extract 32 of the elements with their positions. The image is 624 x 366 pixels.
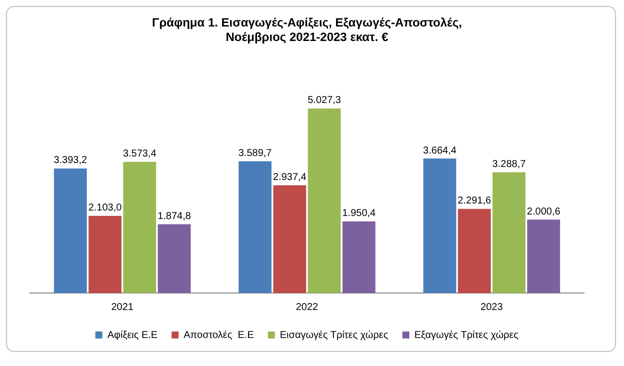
x-tick-label: 2022	[296, 302, 319, 313]
bar	[308, 108, 341, 293]
bar	[88, 216, 122, 293]
bar	[54, 168, 87, 293]
bar	[458, 208, 491, 293]
legend-label: Αφίξεις Ε.Ε	[107, 330, 158, 341]
legend-label: Εξαγωγές Τρίτες χώρες	[414, 330, 519, 341]
bar	[238, 161, 272, 293]
data-label: 2.937,4	[273, 172, 307, 183]
x-tick-label: 2023	[480, 302, 504, 313]
bar	[492, 172, 526, 293]
bar	[123, 162, 156, 293]
data-label: 3.288,7	[492, 159, 526, 170]
data-label: 2.291,6	[458, 196, 492, 207]
bar	[158, 224, 191, 293]
data-label: 3.664,4	[423, 145, 457, 156]
data-label: 3.589,7	[238, 148, 272, 160]
x-tick-label: 2021	[111, 302, 134, 313]
data-label: 3.573,4	[122, 148, 157, 160]
data-label: 5.027,3	[308, 95, 342, 106]
legend-label: Εισαγωγές Τρίτες χώρες	[280, 330, 388, 341]
bar	[527, 220, 560, 293]
bar	[423, 158, 456, 293]
chart-title: Γράφημα 1. Εισαγωγές-Αφίξεις, Εξαγωγές-Αποστολές, Νοέμβριος 2021-2023 εκατ. €	[152, 16, 462, 44]
legend-label: Αποστολές Ε.Ε	[184, 330, 254, 341]
data-label: 2.103,0	[88, 202, 122, 214]
bar	[342, 221, 376, 293]
bar	[273, 185, 306, 293]
data-label: 3.393,2	[54, 155, 88, 166]
data-label: 2.000,6	[526, 206, 561, 218]
data-label: 1.950,4	[342, 208, 376, 220]
data-label: 1.874,8	[158, 210, 192, 222]
